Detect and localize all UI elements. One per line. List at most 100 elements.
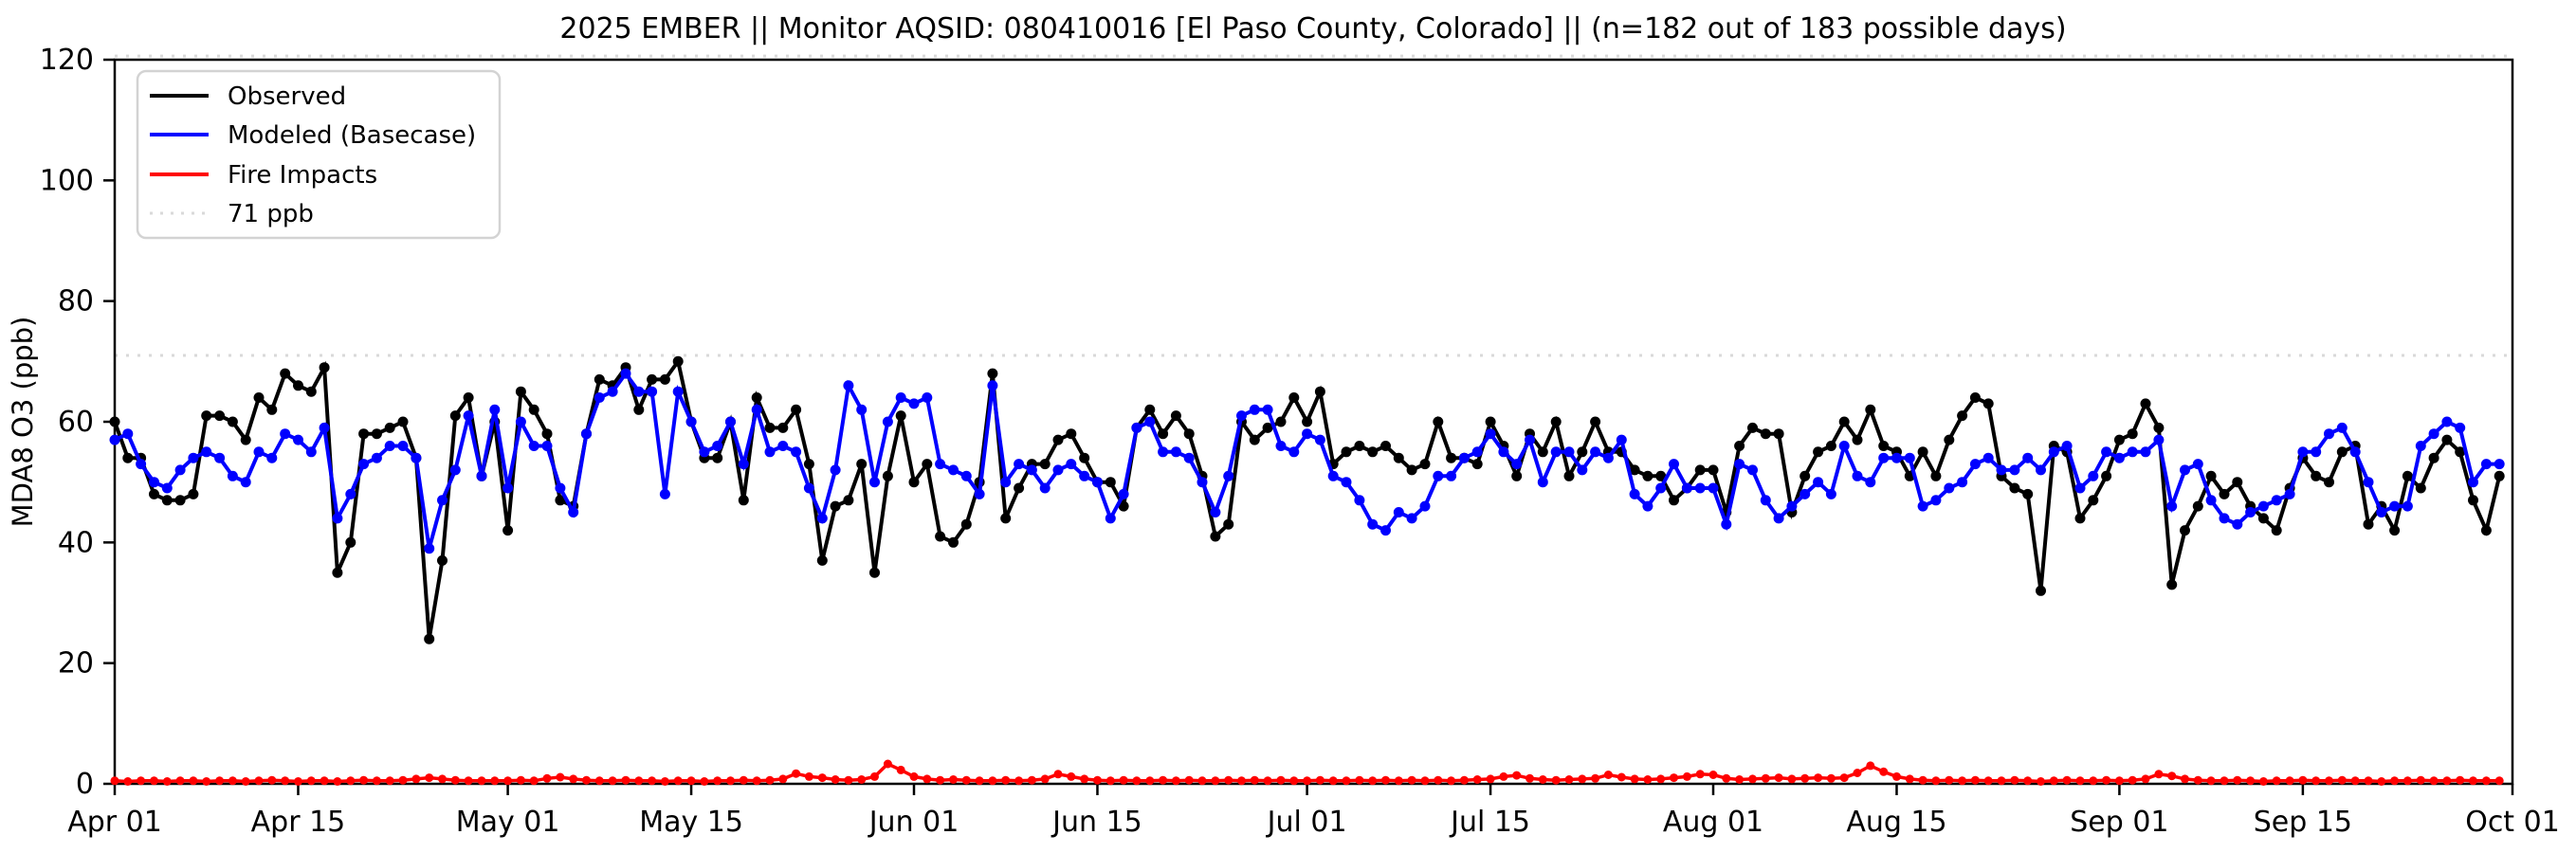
data-point bbox=[162, 777, 172, 786]
data-point bbox=[463, 410, 474, 422]
data-point bbox=[1159, 775, 1168, 785]
data-point bbox=[700, 777, 709, 786]
data-point bbox=[1433, 416, 1444, 427]
data-point bbox=[803, 459, 814, 470]
data-point bbox=[2298, 775, 2308, 785]
data-point bbox=[2494, 470, 2505, 481]
data-point bbox=[2232, 518, 2243, 530]
data-point bbox=[1577, 464, 1588, 476]
data-point bbox=[1132, 776, 1142, 786]
data-point bbox=[174, 495, 186, 506]
data-point bbox=[2311, 446, 2322, 458]
data-point bbox=[1983, 776, 1993, 786]
data-point bbox=[1917, 500, 1928, 512]
data-point bbox=[1093, 775, 1102, 785]
data-point bbox=[2128, 775, 2137, 785]
data-point bbox=[227, 416, 238, 427]
data-point bbox=[1787, 774, 1797, 784]
x-tick-label: Aug 15 bbox=[1846, 806, 1946, 839]
data-point bbox=[1367, 446, 1379, 458]
data-point bbox=[1053, 770, 1063, 779]
data-point bbox=[1355, 775, 1364, 785]
data-point bbox=[2140, 398, 2151, 409]
data-point bbox=[2336, 422, 2348, 433]
data-point bbox=[1026, 464, 1037, 476]
data-point bbox=[2428, 452, 2439, 463]
data-point bbox=[2127, 446, 2138, 458]
x-tick-label: Aug 01 bbox=[1663, 806, 1763, 839]
data-point bbox=[2232, 477, 2243, 488]
data-point bbox=[1969, 459, 1981, 470]
data-point bbox=[2416, 775, 2425, 785]
data-point bbox=[2285, 776, 2294, 786]
data-point bbox=[961, 775, 971, 785]
data-point bbox=[1814, 773, 1823, 783]
data-point bbox=[1237, 776, 1246, 786]
data-point bbox=[1014, 459, 1025, 470]
data-point bbox=[1878, 441, 1890, 451]
data-point bbox=[1747, 422, 1758, 433]
data-point bbox=[1825, 441, 1836, 451]
data-point bbox=[188, 452, 199, 463]
data-point bbox=[856, 404, 868, 415]
data-point bbox=[1420, 776, 1430, 786]
data-point bbox=[149, 477, 159, 488]
data-point bbox=[1905, 774, 1914, 784]
data-point bbox=[424, 543, 435, 554]
data-point bbox=[1118, 500, 1129, 512]
data-point bbox=[2180, 525, 2190, 536]
data-point bbox=[2494, 776, 2504, 786]
data-point bbox=[2113, 434, 2125, 445]
data-point bbox=[1616, 434, 1627, 445]
data-point bbox=[843, 380, 854, 391]
data-point bbox=[1419, 500, 1431, 512]
data-point bbox=[725, 416, 736, 427]
data-point bbox=[1066, 459, 1077, 470]
data-point bbox=[320, 776, 329, 786]
data-point bbox=[1511, 459, 1523, 470]
data-point bbox=[1551, 775, 1561, 785]
data-point bbox=[1735, 775, 1745, 784]
data-point bbox=[227, 470, 238, 481]
data-point bbox=[306, 776, 316, 786]
data-point bbox=[371, 452, 382, 463]
data-point bbox=[2442, 776, 2452, 786]
data-point bbox=[1485, 416, 1496, 427]
data-point bbox=[1341, 477, 1352, 488]
data-point bbox=[463, 392, 474, 403]
series-observed bbox=[109, 355, 2505, 644]
data-point bbox=[1958, 776, 1967, 786]
data-point bbox=[1708, 464, 1719, 476]
data-point bbox=[2402, 500, 2413, 512]
data-point bbox=[359, 775, 369, 785]
data-point bbox=[109, 434, 120, 445]
x-tick-label: May 15 bbox=[639, 806, 743, 839]
data-point bbox=[2271, 495, 2282, 506]
legend-box bbox=[136, 69, 502, 240]
data-point bbox=[1681, 482, 1692, 494]
data-point bbox=[1839, 773, 1849, 783]
data-point bbox=[2480, 525, 2492, 536]
data-point bbox=[1708, 482, 1719, 494]
data-point bbox=[293, 380, 303, 391]
data-point bbox=[1407, 775, 1416, 785]
data-point bbox=[1354, 495, 1365, 506]
data-point bbox=[1210, 531, 1221, 542]
data-point bbox=[2246, 776, 2256, 786]
data-point bbox=[1602, 452, 1614, 463]
data-point bbox=[1092, 477, 1103, 488]
data-point bbox=[987, 368, 998, 379]
data-point bbox=[1590, 446, 1601, 458]
data-point bbox=[2324, 428, 2334, 440]
data-point bbox=[319, 362, 330, 373]
data-point bbox=[358, 428, 370, 440]
y-axis-label: MDA8 O3 (ppb) bbox=[7, 317, 39, 528]
data-point bbox=[201, 446, 212, 458]
data-point bbox=[449, 410, 461, 422]
data-point bbox=[528, 441, 539, 451]
data-point bbox=[2284, 488, 2295, 499]
data-point bbox=[345, 488, 356, 499]
data-point bbox=[305, 386, 317, 397]
data-point bbox=[2140, 446, 2151, 458]
data-point bbox=[201, 410, 212, 422]
